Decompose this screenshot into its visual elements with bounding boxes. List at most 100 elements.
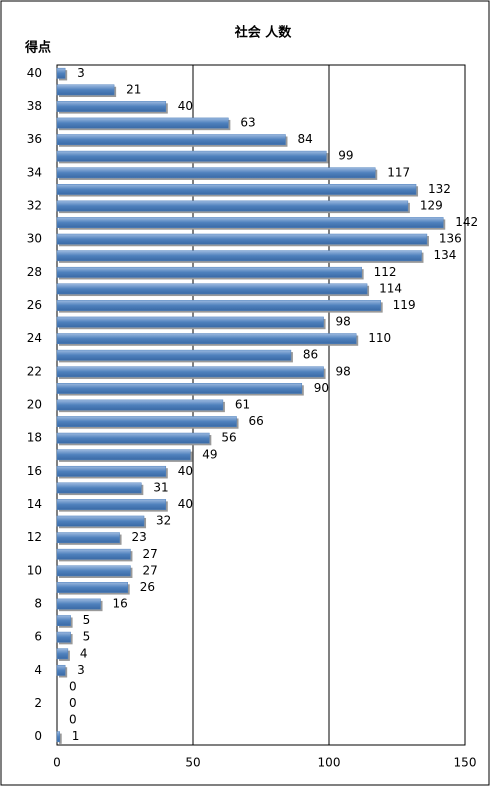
y-tick-label: 10 [27,563,42,577]
x-tick-label: 50 [185,756,200,770]
bar [56,399,224,411]
bar-shadow [59,733,62,744]
data-label: 4 [80,646,88,660]
data-label: 23 [132,530,147,544]
bar [56,383,303,394]
y-tick-label: 14 [27,497,42,511]
y-tick-label: 8 [34,597,42,611]
data-label: 3 [77,663,85,677]
x-tick-label: 100 [318,756,341,770]
data-label: 98 [336,364,351,378]
bar [56,233,428,245]
data-label: 142 [455,215,478,229]
chart-title: 社会 人数 [234,25,293,41]
bar [56,598,101,610]
y-tick-label: 4 [34,663,42,677]
bar [56,283,368,295]
data-label: 0 [69,713,77,727]
data-label: 66 [249,414,264,428]
bar [56,101,167,112]
bar [56,67,66,79]
data-label: 84 [297,132,312,146]
data-label: 3 [77,66,85,80]
data-label: 27 [142,563,157,577]
data-label: 40 [178,99,193,113]
y-tick-label: 16 [27,464,42,478]
bar [56,615,71,627]
y-tick-label: 34 [27,165,42,179]
bar [56,316,324,328]
y-tick-label: 2 [34,696,42,710]
data-label: 32 [156,514,171,528]
data-label: 90 [314,381,329,395]
data-label: 31 [153,480,168,494]
data-label: 110 [368,331,391,345]
y-tick-label: 30 [27,232,42,246]
bar [56,183,417,195]
bar [56,200,409,212]
data-label: 40 [178,497,193,511]
data-label: 132 [428,182,451,196]
bar [56,167,376,179]
bar [56,465,167,477]
bar [56,631,71,643]
bar [56,664,66,676]
bar [56,266,362,278]
data-label: 49 [202,447,217,461]
bar [56,250,422,262]
bar [56,349,292,361]
y-tick-label: 40 [27,66,42,80]
bar [56,134,286,146]
y-tick-label: 18 [27,431,42,445]
y-tick-label: 0 [34,729,42,743]
bar [56,150,327,162]
data-label: 129 [420,198,443,212]
y-axis-title: 得点 [24,40,51,56]
y-tick-label: 38 [27,99,42,113]
y-tick-label: 12 [27,530,42,544]
y-tick-label: 20 [27,398,42,412]
y-tick-label: 24 [27,331,42,345]
bar [56,515,145,527]
y-tick-label: 32 [27,198,42,212]
bar [56,482,142,494]
bar [56,84,115,96]
bar [56,416,237,427]
data-label: 114 [379,281,402,295]
x-tick-label: 150 [454,756,477,770]
bar [56,117,229,129]
data-label: 63 [240,116,255,130]
bar [56,300,381,311]
data-label: 117 [387,165,410,179]
bar [56,565,131,577]
data-label: 119 [393,298,416,312]
bar [56,432,210,444]
data-label: 5 [83,630,91,644]
data-label: 56 [221,431,236,445]
y-tick-label: 6 [34,630,42,644]
y-tick-label: 22 [27,364,42,378]
data-label: 136 [439,232,462,246]
y-tick-label: 26 [27,298,42,312]
data-label: 86 [303,348,318,362]
data-label: 0 [69,696,77,710]
y-tick-label: 36 [27,132,42,146]
data-label: 16 [113,597,128,611]
data-label: 99 [338,149,353,163]
data-label: 27 [142,547,157,561]
data-label: 61 [235,398,250,412]
data-label: 21 [126,82,141,96]
bar [56,499,167,510]
data-label: 26 [140,580,155,594]
data-label: 134 [433,248,456,262]
data-label: 40 [178,464,193,478]
bar [56,532,120,544]
bar [56,333,357,345]
y-tick-label: 28 [27,265,42,279]
data-label: 0 [69,679,77,693]
data-label: 5 [83,613,91,627]
data-label: 112 [374,265,397,279]
bar [56,366,324,378]
bar [56,648,69,660]
